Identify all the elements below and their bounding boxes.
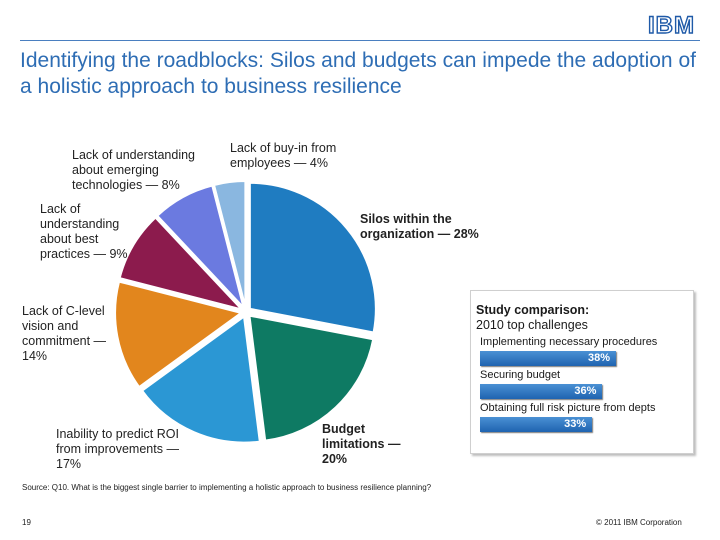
pie-slice: [248, 314, 375, 442]
comparison-row: Securing budget 36%: [480, 369, 603, 399]
comparison-row: Obtaining full risk picture from depts 33…: [480, 402, 655, 432]
pie-label-budget: Budget limitations — 20%: [322, 422, 401, 466]
comparison-label: Obtaining full risk picture from depts: [480, 402, 656, 414]
pie-slice: [248, 181, 377, 334]
comparison-bar: 36%: [480, 384, 603, 399]
pie-slice: [155, 184, 245, 309]
comparison-value: 36%: [574, 385, 597, 397]
ibm-logo: IBM: [647, 12, 695, 39]
study-comparison-box: Study comparison: 2010 top challenges Im…: [470, 290, 694, 454]
comparison-bar: 33%: [480, 417, 593, 432]
pie-label-best-practices: Lack of understanding about best practic…: [40, 202, 128, 261]
pie-label-roi: Inability to predict ROI from improvemen…: [56, 427, 179, 471]
comparison-label: Implementing necessary procedures: [480, 336, 658, 348]
pie-label-buy-in: Lack of buy-in from employees — 4%: [230, 141, 337, 170]
pie-slice: [140, 314, 261, 444]
comparison-subheading: 2010 top challenges: [476, 318, 588, 332]
pie-label-emerging-tech: Lack of understanding about emerging tec…: [72, 148, 196, 192]
comparison-heading: Study comparison:: [476, 303, 590, 317]
source-note: Source: Q10. What is the biggest single …: [22, 483, 432, 492]
comparison-row: Implementing necessary procedures 38%: [480, 336, 657, 366]
comparison-label: Securing budget: [480, 369, 561, 381]
page-number: 19: [22, 518, 31, 527]
pie-slice: [114, 280, 244, 389]
copyright: © 2011 IBM Corporation: [596, 518, 682, 527]
pie-label-c-level: Lack of C-level vision and commitment — …: [22, 304, 107, 363]
pie-slice: [118, 216, 245, 312]
comparison-value: 33%: [564, 418, 587, 430]
comparison-value: 38%: [587, 352, 610, 364]
header-rule: [20, 40, 700, 41]
pie-label-silos: Silos within the organization — 28%: [360, 212, 479, 241]
page-title: Identifying the roadblocks: Silos and bu…: [20, 49, 696, 98]
comparison-title: Study comparison: 2010 top challenges: [476, 303, 589, 333]
pie-slice: [212, 180, 247, 308]
comparison-bar: 38%: [480, 351, 616, 366]
